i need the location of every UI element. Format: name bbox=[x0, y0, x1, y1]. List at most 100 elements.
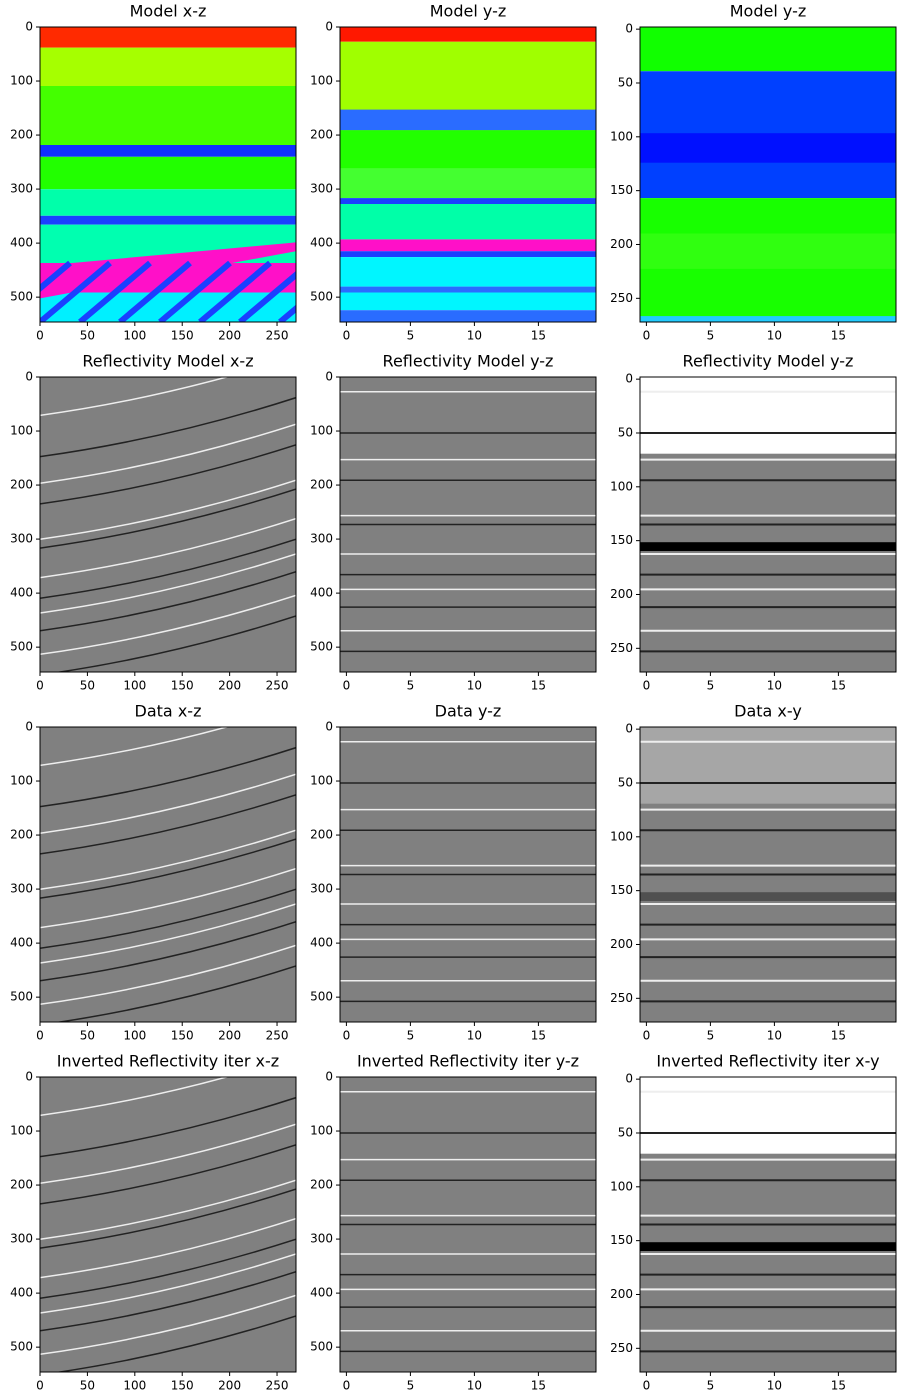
image-band bbox=[55, 615, 296, 672]
panel: Inverted Reflectivity iter x-y0 5 10 150501… bbox=[610, 1052, 897, 1393]
y-tick-label: 50 bbox=[618, 425, 633, 439]
x-tick-label: 150 bbox=[171, 329, 194, 343]
axes-frame bbox=[39, 376, 297, 673]
y-tick-label: 400 bbox=[310, 586, 333, 600]
image-band bbox=[55, 1315, 296, 1372]
y-tick-label: 0 bbox=[325, 20, 333, 34]
y-tick-label: 0 bbox=[325, 370, 333, 384]
x-tick-label: 0 bbox=[343, 679, 351, 693]
image-band bbox=[40, 488, 296, 549]
image bbox=[640, 1077, 896, 1372]
y-tick-label: 300 bbox=[310, 182, 333, 196]
x-tick-label: 250 bbox=[266, 1029, 289, 1043]
axes-frame bbox=[339, 726, 597, 1023]
image-band bbox=[340, 198, 596, 204]
image-band bbox=[40, 423, 296, 484]
x-tick-label: 0 bbox=[343, 1379, 351, 1393]
y-tick-label: 500 bbox=[310, 640, 333, 654]
image bbox=[40, 1077, 296, 1372]
x-tick-label: 50 bbox=[80, 329, 95, 343]
y-tick-label: 200 bbox=[610, 937, 633, 951]
x-tick-label: 15 bbox=[531, 1379, 546, 1393]
panel-title: Inverted Reflectivity iter x-z bbox=[57, 1052, 279, 1071]
y-tick-label: 300 bbox=[10, 182, 33, 196]
image bbox=[640, 377, 896, 672]
y-tick-label: 500 bbox=[310, 290, 333, 304]
image-band bbox=[640, 27, 896, 72]
y-tick-label: 200 bbox=[310, 1178, 333, 1192]
y-tick-label: 400 bbox=[310, 1286, 333, 1300]
y-tick-label: 100 bbox=[10, 1124, 33, 1138]
y-tick-label: 0 bbox=[25, 720, 33, 734]
x-tick-label: 15 bbox=[531, 1029, 546, 1043]
y-tick-label: 200 bbox=[10, 828, 33, 842]
x-tick-label: 10 bbox=[467, 1029, 482, 1043]
image bbox=[640, 727, 896, 1022]
image-band bbox=[40, 189, 296, 216]
image-band bbox=[40, 903, 296, 964]
x-tick-label: 5 bbox=[707, 1029, 715, 1043]
x-tick-label: 0 bbox=[36, 1029, 44, 1043]
image-band bbox=[40, 746, 296, 808]
image-band bbox=[55, 965, 296, 1022]
image-band bbox=[40, 1238, 296, 1299]
y-tick-label: 0 bbox=[25, 20, 33, 34]
x-tick-label: 150 bbox=[171, 679, 194, 693]
y-tick-label: 400 bbox=[10, 936, 33, 950]
panel: Data x-z 0 50 100 150 200 250 0 100 200 300 400 500 bbox=[10, 702, 297, 1043]
x-tick-label: 200 bbox=[218, 1379, 241, 1393]
image-band bbox=[40, 773, 296, 834]
image-band bbox=[340, 168, 596, 199]
y-tick-label: 0 bbox=[625, 722, 633, 736]
panel: Reflectivity Model y-z 0 5 10 15 0 100 200 300 40… bbox=[310, 352, 597, 693]
y-tick-label: 200 bbox=[610, 237, 633, 251]
image-band bbox=[40, 260, 112, 322]
x-tick-label: 5 bbox=[407, 679, 415, 693]
y-tick-label: 50 bbox=[618, 1125, 633, 1139]
y-tick-label: 100 bbox=[310, 74, 333, 88]
axes-frame bbox=[339, 376, 597, 673]
y-tick-label: 400 bbox=[310, 236, 333, 250]
axes-frame bbox=[39, 26, 297, 323]
image-band bbox=[40, 444, 296, 505]
x-tick-label: 250 bbox=[266, 679, 289, 693]
axes-frame bbox=[339, 26, 597, 323]
image bbox=[640, 27, 896, 322]
panel: Reflectivity Model y-z0 5 10 15050100150200… bbox=[610, 352, 897, 693]
image-band bbox=[640, 727, 896, 804]
x-tick-label: 5 bbox=[707, 1379, 715, 1393]
y-tick-label: 200 bbox=[10, 478, 33, 492]
y-tick-label: 100 bbox=[610, 479, 633, 493]
image-band bbox=[640, 377, 896, 454]
image-band bbox=[40, 538, 296, 599]
y-tick-label: 150 bbox=[610, 183, 633, 197]
panel-title: Model x-z bbox=[130, 2, 207, 21]
image bbox=[340, 377, 596, 672]
x-tick-label: 15 bbox=[831, 329, 846, 343]
image-band bbox=[40, 1096, 296, 1158]
y-tick-label: 0 bbox=[25, 1070, 33, 1084]
y-tick-label: 100 bbox=[310, 774, 333, 788]
y-tick-label: 500 bbox=[10, 1340, 33, 1354]
y-tick-label: 250 bbox=[610, 1341, 633, 1355]
x-tick-label: 5 bbox=[407, 329, 415, 343]
y-tick-label: 0 bbox=[25, 370, 33, 384]
x-tick-label: 0 bbox=[343, 1029, 351, 1043]
x-tick-label: 10 bbox=[767, 1379, 782, 1393]
y-tick-label: 200 bbox=[610, 587, 633, 601]
image-band bbox=[340, 130, 596, 169]
axes-frame bbox=[639, 726, 897, 1023]
x-tick-label: 50 bbox=[80, 679, 95, 693]
x-tick-label: 0 bbox=[643, 329, 651, 343]
x-tick-label: 250 bbox=[266, 1379, 289, 1393]
x-tick-label: 200 bbox=[218, 1029, 241, 1043]
x-tick-label: 15 bbox=[531, 329, 546, 343]
y-tick-label: 300 bbox=[10, 532, 33, 546]
y-tick-label: 250 bbox=[610, 641, 633, 655]
x-tick-label: 10 bbox=[767, 329, 782, 343]
x-tick-label: 10 bbox=[767, 679, 782, 693]
image bbox=[340, 1077, 596, 1372]
image-band bbox=[40, 1144, 296, 1205]
axes-frame bbox=[39, 1076, 297, 1373]
y-tick-label: 50 bbox=[618, 75, 633, 89]
